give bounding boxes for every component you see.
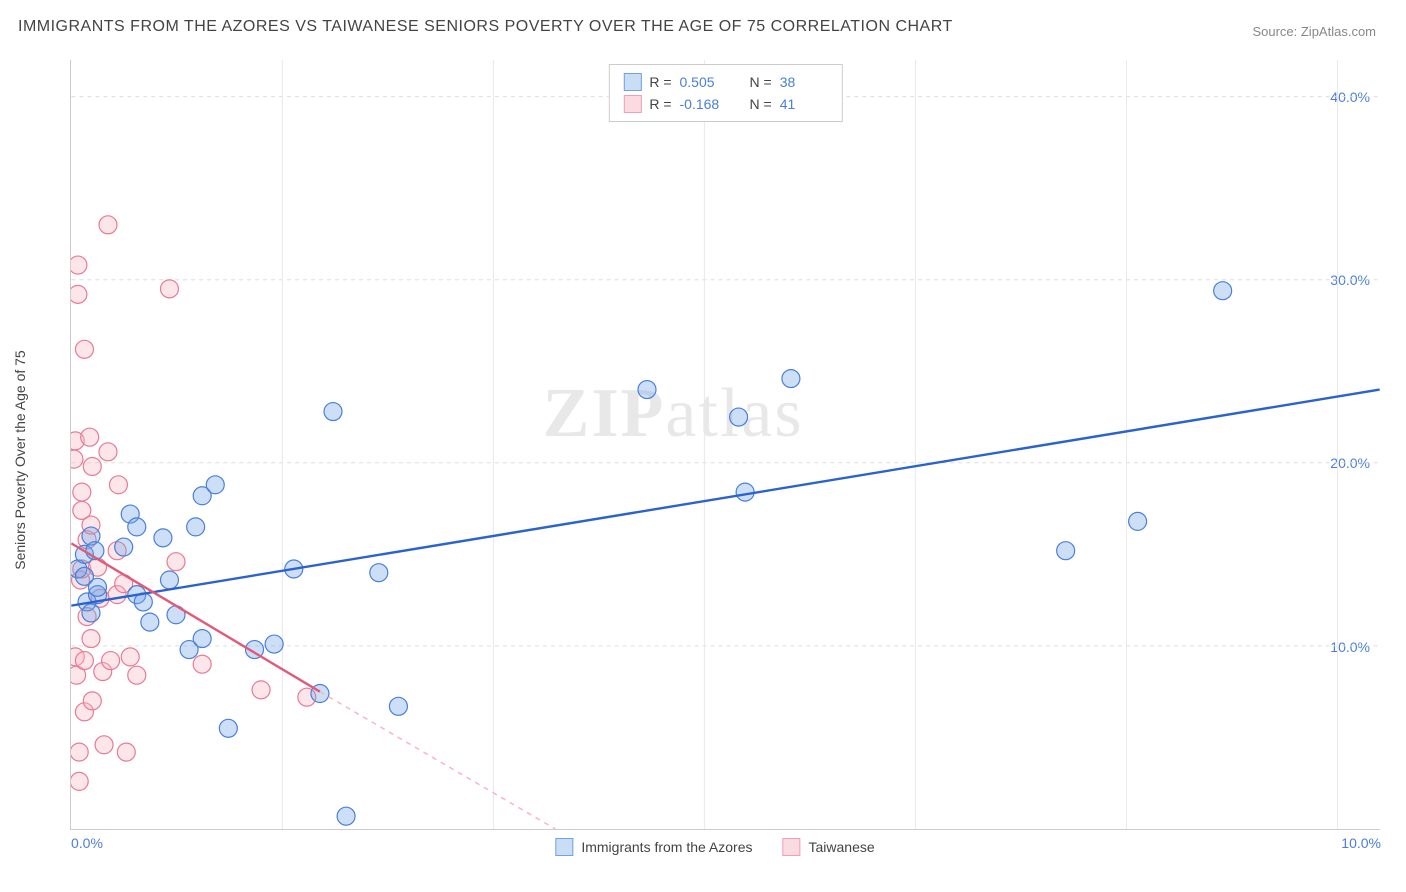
series-legend-label: Immigrants from the Azores xyxy=(581,839,752,855)
source-attribution: Source: ZipAtlas.com xyxy=(1252,24,1376,39)
x-tick-label: 10.0% xyxy=(1341,835,1381,851)
correlation-legend: R = 0.505 N = 38 R = -0.168 N = 41 xyxy=(608,64,842,122)
r-label: R = xyxy=(649,74,671,90)
n-value: 41 xyxy=(780,96,828,112)
legend-swatch-blue xyxy=(623,73,641,91)
y-axis-label: Seniors Poverty Over the Age of 75 xyxy=(12,350,28,569)
legend-swatch-blue xyxy=(555,838,573,856)
series-legend: Immigrants from the Azores Taiwanese xyxy=(555,838,874,856)
chart-title: IMMIGRANTS FROM THE AZORES VS TAIWANESE … xyxy=(18,18,953,36)
correlation-legend-row: R = 0.505 N = 38 xyxy=(623,71,827,93)
series-legend-item: Taiwanese xyxy=(783,838,875,856)
legend-swatch-pink xyxy=(783,838,801,856)
r-label: R = xyxy=(649,96,671,112)
n-value: 38 xyxy=(780,74,828,90)
legend-swatch-pink xyxy=(623,95,641,113)
series-legend-label: Taiwanese xyxy=(809,839,875,855)
correlation-legend-row: R = -0.168 N = 41 xyxy=(623,93,827,115)
n-label: N = xyxy=(750,96,772,112)
series-legend-item: Immigrants from the Azores xyxy=(555,838,752,856)
x-tick-label: 0.0% xyxy=(71,835,103,851)
plot-area: ZIPatlas R = 0.505 N = 38 R = -0.168 N =… xyxy=(70,60,1380,830)
r-value: -0.168 xyxy=(680,96,728,112)
scatter-svg xyxy=(71,60,1380,829)
r-value: 0.505 xyxy=(680,74,728,90)
chart-container: Seniors Poverty Over the Age of 75 ZIPat… xyxy=(50,60,1380,860)
n-label: N = xyxy=(750,74,772,90)
